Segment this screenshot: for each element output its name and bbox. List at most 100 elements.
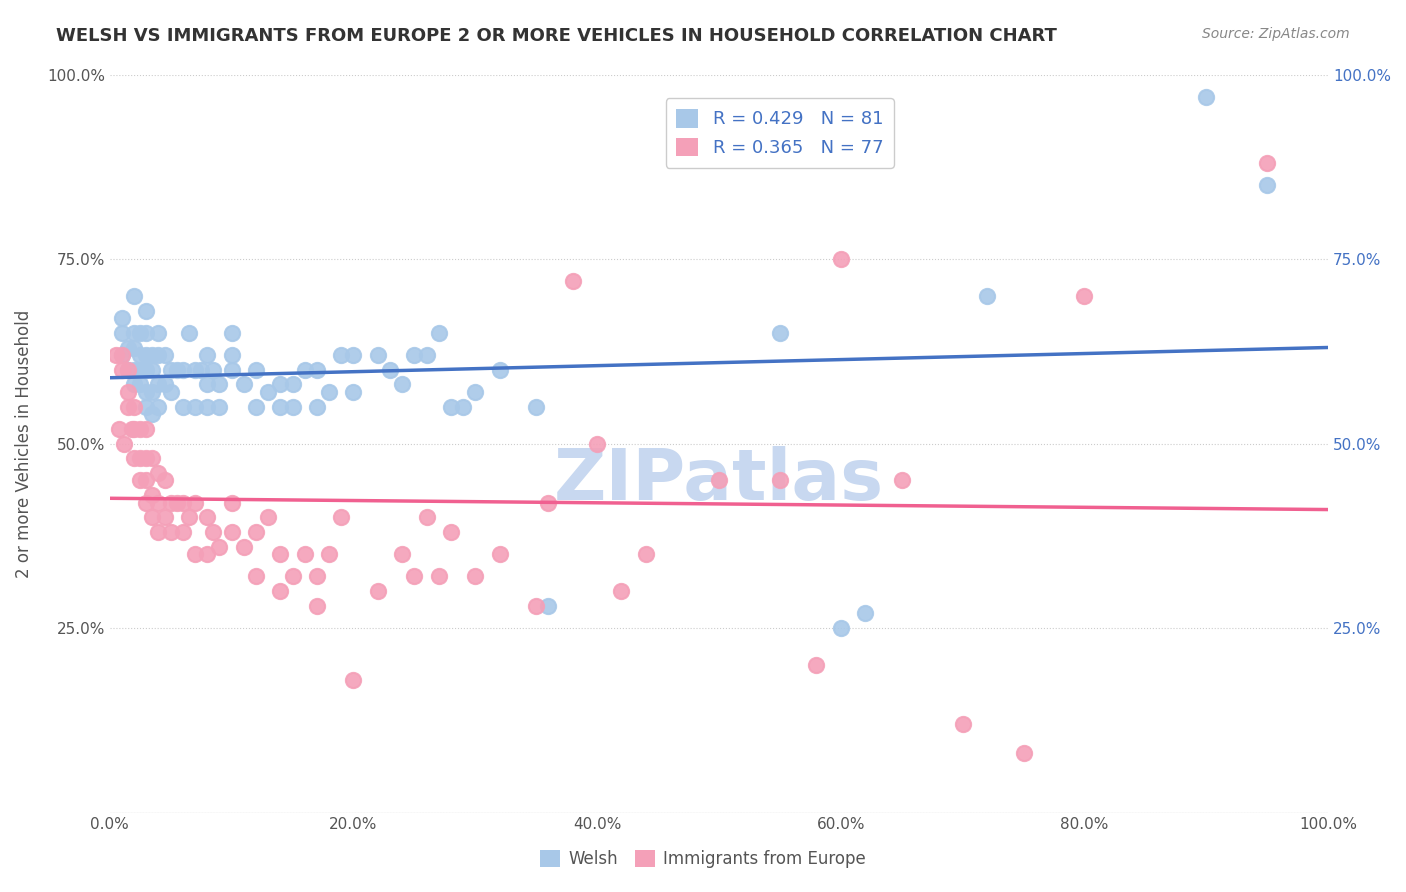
Point [141,348,163,362]
Point [221,348,243,362]
Point [159,384,181,399]
Point [208,540,231,554]
Point [294,547,316,561]
Point [318,384,340,399]
Point [129,474,152,488]
Point [269,584,291,599]
Point [129,326,152,340]
Point [1195,89,1218,103]
Point [415,348,437,362]
Y-axis label: 2 or more Vehicles in Household: 2 or more Vehicles in Household [15,310,32,578]
Point [221,326,243,340]
Point [148,348,170,362]
Point [707,474,730,488]
Point [129,451,152,466]
Point [172,495,194,509]
Point [135,326,157,340]
Point [391,377,413,392]
Point [976,289,998,303]
Point [440,525,463,540]
Point [202,525,225,540]
Point [1256,156,1278,170]
Point [135,384,157,399]
Point [111,311,134,326]
Point [172,525,194,540]
Point [122,289,145,303]
Point [245,400,267,414]
Point [184,362,207,376]
Point [129,377,152,392]
Point [221,495,243,509]
Point [104,348,127,362]
Point [232,377,254,392]
Point [135,400,157,414]
Point [890,474,912,488]
Point [117,384,139,399]
Point [488,362,510,376]
Point [117,400,139,414]
Point [342,384,364,399]
Point [378,362,401,376]
Point [464,569,486,583]
Point [769,474,792,488]
Point [117,362,139,376]
Point [141,510,163,524]
Point [1012,747,1035,761]
Point [111,348,134,362]
Point [117,362,139,376]
Legend: Welsh, Immigrants from Europe: Welsh, Immigrants from Europe [533,843,873,875]
Point [305,569,328,583]
Text: Source: ZipAtlas.com: Source: ZipAtlas.com [1202,27,1350,41]
Point [415,510,437,524]
Point [177,510,200,524]
Point [117,341,139,355]
Point [135,362,157,376]
Point [830,252,852,266]
Point [141,488,163,502]
Point [245,362,267,376]
Point [122,341,145,355]
Point [159,362,181,376]
Point [190,362,212,376]
Point [269,377,291,392]
Point [257,510,280,524]
Point [129,422,152,436]
Point [148,326,170,340]
Point [184,547,207,561]
Point [202,362,225,376]
Point [166,495,188,509]
Point [342,673,364,687]
Point [108,422,131,436]
Point [195,400,218,414]
Point [269,547,291,561]
Point [148,466,170,480]
Point [1073,289,1095,303]
Point [232,540,254,554]
Point [129,362,152,376]
Point [148,377,170,392]
Point [330,510,353,524]
Point [153,474,176,488]
Point [245,525,267,540]
Point [367,584,389,599]
Point [367,348,389,362]
Point [135,303,157,318]
Point [141,407,163,421]
Point [129,348,152,362]
Text: ZIPatlas: ZIPatlas [554,446,884,515]
Point [141,451,163,466]
Point [451,400,474,414]
Point [404,348,426,362]
Point [245,569,267,583]
Point [135,495,157,509]
Point [342,348,364,362]
Point [122,451,145,466]
Point [488,547,510,561]
Point [221,525,243,540]
Point [221,362,243,376]
Point [806,657,828,672]
Point [427,569,450,583]
Point [153,510,176,524]
Point [135,348,157,362]
Point [111,348,134,362]
